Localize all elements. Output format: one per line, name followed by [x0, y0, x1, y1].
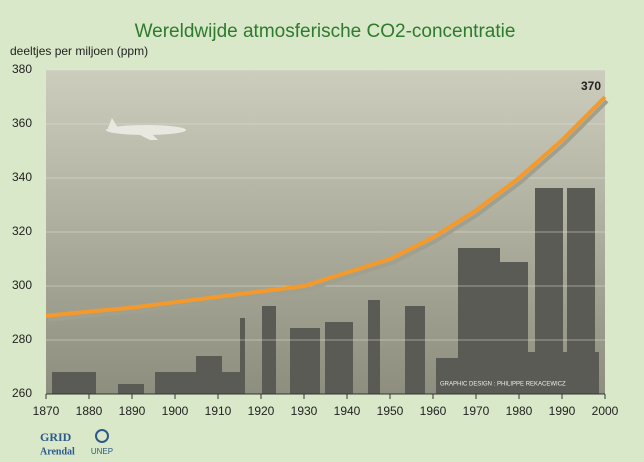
x-tick-label: 1990 — [549, 404, 576, 418]
y-tick-label: 280 — [12, 332, 32, 346]
chart-title: Wereldwijde atmosferische CO2-concentrat… — [135, 21, 516, 42]
x-tick-label: 1970 — [463, 404, 490, 418]
logo-icon — [95, 429, 109, 443]
y-tick-label: 320 — [12, 224, 32, 238]
x-tick-label: 1950 — [377, 404, 404, 418]
x-tick-label: 1870 — [33, 404, 60, 418]
plane — [106, 118, 186, 140]
line — [45, 95, 607, 318]
y-tick-label: 260 — [12, 386, 32, 400]
x-tick-label: 1920 — [248, 404, 275, 418]
x-tick-label: 1900 — [162, 404, 189, 418]
y-tick-label: 340 — [12, 170, 32, 184]
data-label: 370 — [581, 79, 601, 93]
x-tick-label: 2000 — [592, 404, 619, 418]
decoration — [52, 188, 599, 394]
x-tick-label: 1910 — [205, 404, 232, 418]
y-axis-label: deeltjes per miljoen (ppm) — [10, 44, 148, 58]
x-tick-label: 1960 — [420, 404, 447, 418]
x-tick-label: 1930 — [291, 404, 318, 418]
x-tick-label: 1940 — [334, 404, 361, 418]
x-tick-label: 1880 — [76, 404, 103, 418]
x-tick-label: 1980 — [506, 404, 533, 418]
line-shadow — [47, 99, 609, 322]
logo-text: Arendal — [40, 446, 75, 457]
credit: GRAPHIC DESIGN : PHILIPPE REKACEWICZ — [440, 382, 566, 388]
y-tick-label: 300 — [12, 278, 32, 292]
logo-text: UNEP — [91, 447, 113, 456]
x-tick-label: 1890 — [119, 404, 146, 418]
logo-text: GRID — [40, 430, 72, 444]
y-tick-label: 380 — [12, 62, 32, 76]
y-tick-label: 360 — [12, 116, 32, 130]
